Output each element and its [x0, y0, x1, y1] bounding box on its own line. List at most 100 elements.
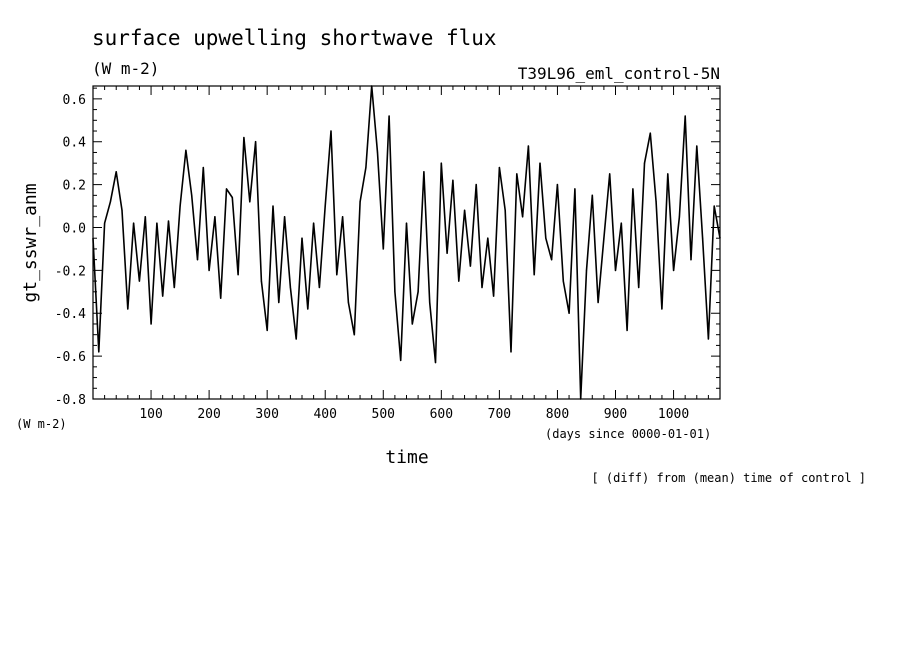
data-point [388, 115, 390, 117]
x-axis-units: (days since 0000-01-01) [545, 427, 711, 441]
data-point [545, 237, 547, 239]
x-tick-label: 200 [197, 407, 220, 422]
data-point [585, 269, 588, 271]
data-point [440, 162, 442, 164]
data-point [98, 351, 100, 353]
data-point [678, 216, 680, 218]
data-point [701, 237, 704, 239]
y-tick-label: 0.0 [63, 221, 86, 236]
data-point [458, 280, 460, 282]
data-point [138, 280, 141, 282]
data-point [580, 398, 582, 400]
data-point [173, 286, 175, 289]
data-point [643, 162, 646, 164]
x-axis: 100 200 300 400 500 600 700 800 900 1000 [104, 86, 709, 422]
data-point [713, 205, 715, 207]
data-point [556, 184, 559, 186]
data-point [278, 301, 280, 304]
data-point [516, 173, 518, 175]
y-tick-label: -0.6 [55, 350, 86, 365]
data-point [289, 286, 291, 289]
data-point [109, 201, 112, 203]
data-point [562, 280, 564, 282]
y-axis: -0.8 -0.6 -0.4 -0.2 0.0 0.2 0.4 0.6 [55, 87, 720, 408]
data-point [620, 222, 622, 224]
data-point [127, 308, 129, 310]
y-tick-label: 0.6 [63, 93, 86, 108]
y-tick-label: 0.4 [63, 136, 87, 151]
data-point [434, 361, 437, 364]
data-point [614, 269, 617, 271]
data-point [417, 291, 419, 293]
data-point [191, 194, 193, 196]
data-point [295, 338, 297, 340]
data-point [597, 301, 599, 304]
data-point [638, 286, 640, 289]
data-point [400, 359, 402, 362]
data-point [115, 171, 117, 173]
data-point [382, 248, 384, 250]
data-point [504, 209, 506, 211]
x-tick-label: 900 [604, 407, 627, 422]
data-point [283, 216, 286, 218]
data-point [179, 205, 181, 207]
y-tick-label: -0.8 [55, 393, 86, 408]
data-point [272, 205, 274, 207]
data-point [603, 237, 605, 239]
x-tick-label: 800 [546, 407, 569, 422]
data-point [510, 351, 512, 353]
plot-frame [92, 85, 721, 400]
data-point [330, 130, 332, 132]
data-point [301, 237, 303, 239]
data-point [719, 237, 721, 239]
data-point [527, 145, 530, 147]
data-point [684, 115, 686, 117]
data-point [475, 184, 477, 186]
data-point [365, 166, 367, 169]
data-point [469, 265, 471, 267]
data-point [609, 173, 611, 175]
data-point [655, 201, 657, 203]
data-point [260, 280, 262, 282]
y-tick-label: -0.4 [55, 307, 86, 322]
data-point [423, 171, 425, 173]
x-tick-label: 300 [255, 407, 278, 422]
data-point [237, 274, 239, 276]
data-point [376, 151, 379, 154]
title-units: (W m-2) [92, 59, 159, 78]
data-point [574, 188, 576, 190]
data-point [307, 308, 309, 310]
y-axis-label: gt_sswr_anm [20, 183, 41, 302]
data-point [162, 295, 164, 297]
x-tick-label: 700 [488, 407, 511, 422]
data-point [353, 334, 355, 336]
data-point [347, 301, 350, 304]
data-point [649, 132, 651, 134]
series-layer [92, 85, 721, 400]
data-point [324, 205, 326, 207]
data-point [539, 162, 541, 164]
chart-note: [ (diff) from (mean) time of control ] [591, 471, 866, 485]
y-tick-label: -0.2 [55, 264, 86, 279]
data-point [672, 269, 675, 271]
data-point [661, 308, 663, 310]
data-point [591, 194, 593, 196]
data-point [92, 237, 94, 239]
data-point [214, 216, 216, 218]
data-point [336, 274, 338, 276]
data-point [156, 222, 158, 224]
data-point [254, 141, 257, 143]
series-line [92, 85, 721, 400]
data-point [522, 216, 524, 218]
data-point [167, 220, 170, 222]
x-tick-label: 100 [139, 407, 162, 422]
y-tick-label: 0.2 [63, 179, 86, 194]
data-point [394, 291, 396, 293]
data-point [707, 338, 709, 340]
data-point [452, 179, 454, 181]
data-point [318, 286, 321, 289]
x-tick-label: 600 [430, 407, 453, 422]
data-point [533, 274, 535, 276]
data-point [313, 222, 315, 224]
